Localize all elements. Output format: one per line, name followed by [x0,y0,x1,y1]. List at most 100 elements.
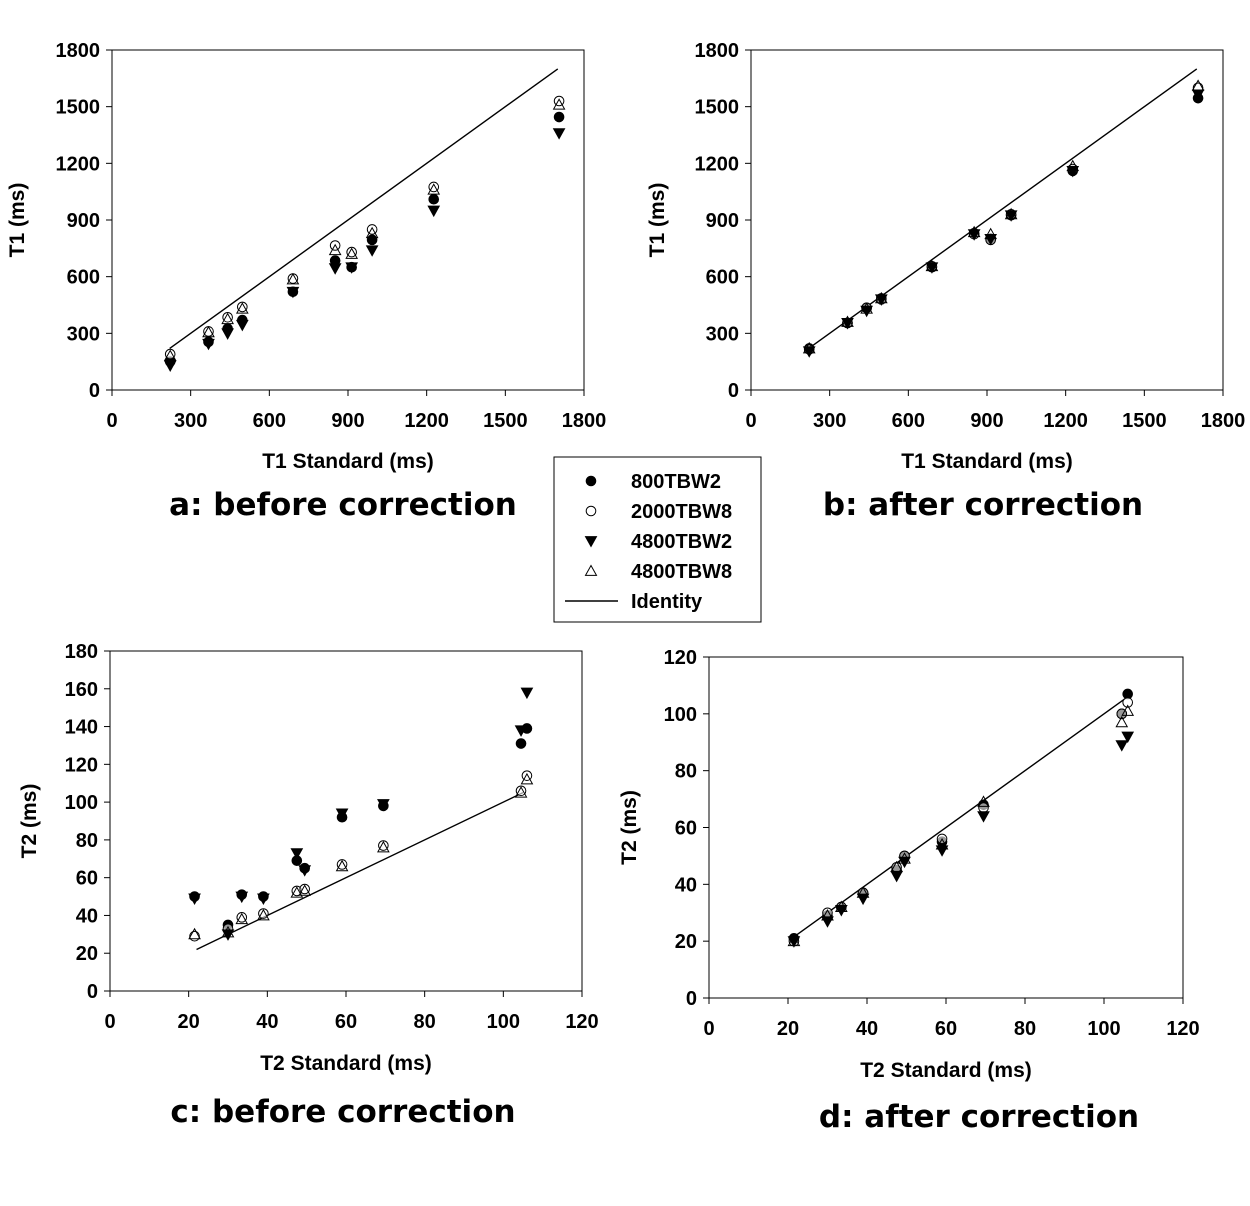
data-point [935,845,949,857]
series-800TBW2 [803,92,1204,354]
x-tick-label: 100 [1087,1018,1120,1040]
legend-marker [584,564,598,576]
identity-line [808,68,1198,350]
data-point [890,870,903,883]
legend-marker [584,536,598,548]
data-point [514,725,528,737]
legend-marker [585,475,597,487]
y-tick-label: 300 [67,323,100,345]
data-point [365,226,379,239]
x-tick-label: 1800 [562,410,607,432]
data-point [366,234,378,246]
data-point [984,227,998,240]
data-point [286,286,300,299]
data-point [221,312,234,325]
data-point [365,245,379,257]
plot-frame [109,650,583,992]
x-tick-label: 1200 [1043,410,1088,432]
x-tick-label: 80 [1014,1018,1036,1040]
data-point [236,912,248,923]
data-point [427,183,441,195]
series-4800TBW2 [787,731,1135,948]
data-point [898,852,911,864]
panel-caption: c: before correction [170,1094,515,1130]
data-point [257,908,270,921]
x-tick-label: 300 [174,410,207,432]
y-tick-label: 100 [65,792,98,814]
legend-item-identity: Identity [565,591,703,613]
data-point [515,785,527,797]
y-tick-label: 0 [728,380,739,402]
y-tick-label: 1200 [56,153,101,175]
data-point [890,860,903,873]
data-point [290,848,304,860]
y-tick-label: 140 [65,717,98,739]
data-point [1066,159,1080,172]
x-tick-label: 1200 [404,410,449,432]
data-point [345,247,359,259]
data-point [967,225,981,238]
data-point [377,799,390,811]
data-point [821,909,834,921]
data-point [335,808,349,820]
data-point [1122,697,1133,708]
y-tick-label: 600 [706,267,739,289]
identity-line [196,792,524,951]
data-point [514,786,528,798]
data-point [787,934,801,947]
y-tick-label: 160 [65,679,98,701]
legend-item-s800w2: 800TBW2 [585,471,721,493]
x-tick-label: 40 [856,1018,878,1040]
data-point [328,263,342,275]
data-point [335,859,349,872]
data-point [1121,704,1135,716]
data-point [553,111,565,123]
data-point [163,349,177,361]
y-tick-label: 1800 [56,40,101,62]
data-point [189,930,200,942]
y-axis-label: T2 (ms) [18,784,41,859]
legend: 800TBW2 2000TBW8 4800TBW2 4800TBW8 Identity [553,456,762,623]
data-point [552,128,566,140]
x-tick-label: 100 [487,1011,520,1033]
data-point [520,687,534,700]
data-point [202,325,215,338]
x-tick-label: 40 [256,1011,278,1033]
y-tick-label: 100 [664,704,697,726]
y-axis-label: T1 (ms) [6,183,29,258]
data-point [378,840,389,851]
data-point [1121,731,1135,744]
y-tick-label: 120 [664,647,697,669]
data-point [298,865,312,877]
legend-item-s4800w8: 4800TBW8 [584,561,732,583]
data-point [552,98,566,110]
legend-item-s2000w8: 2000TBW8 [585,501,732,523]
data-point [802,346,816,358]
data-point [1115,715,1129,728]
data-point [188,893,201,905]
x-tick-label: 1800 [1201,410,1246,432]
x-tick-label: 900 [331,410,364,432]
y-tick-label: 80 [675,761,697,783]
data-point [428,193,440,205]
data-point [286,272,300,285]
x-tick-label: 80 [414,1011,436,1033]
data-point [427,205,441,218]
panel-d: 0 20 40 60 80 100 120 0 20 40 60 80 100 120 T2 Standar… [618,647,1200,1135]
data-point [188,927,201,940]
y-tick-label: 0 [89,380,100,402]
data-point [935,838,949,850]
data-point [202,338,215,351]
x-tick-label: 60 [935,1018,957,1040]
identity-line [169,68,559,350]
panel-c: 0 20 40 60 80 100 120 0 20 40 60 80 100 120 140 160 180 T… [18,641,599,1130]
data-point [163,360,177,372]
data-point [1191,79,1205,91]
data-point [336,859,348,870]
data-point [977,811,990,823]
y-tick-label: 80 [76,830,98,852]
data-point [1115,740,1129,752]
y-tick-label: 1500 [56,97,101,119]
data-point [221,925,235,938]
